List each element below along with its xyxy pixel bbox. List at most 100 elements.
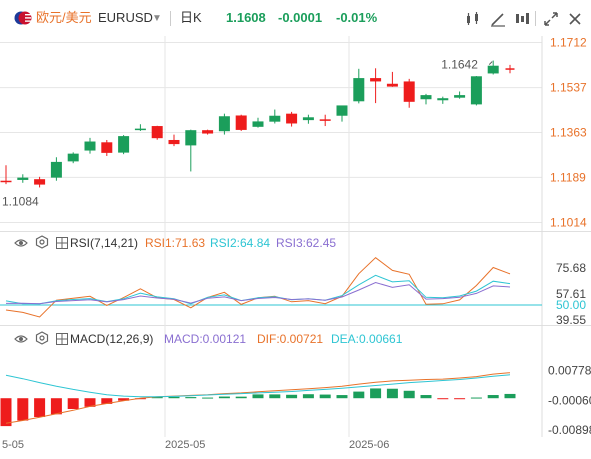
macd-histogram-bar — [286, 394, 298, 399]
candle — [0, 180, 12, 183]
candle — [505, 68, 515, 70]
dropdown-icon[interactable]: ▼ — [152, 13, 162, 24]
candle — [269, 115, 281, 122]
macd-histogram-bar — [386, 388, 398, 399]
x-axis-label: 5-05 — [2, 439, 25, 451]
rsi-title: RSI(7,14,21) — [70, 236, 139, 250]
high-price-pointer — [488, 61, 493, 65]
candle — [437, 98, 449, 101]
candle — [319, 119, 331, 121]
candle — [84, 141, 96, 151]
macd-histogram-bar — [67, 398, 79, 410]
candle — [420, 95, 432, 100]
symbol-code[interactable]: EURUSD — [98, 10, 153, 25]
macd-histogram-bar — [218, 396, 230, 399]
rsi1-value: RSI1:71.63 — [145, 236, 206, 250]
candle — [353, 78, 365, 102]
price-change: -0.0001 — [278, 10, 323, 25]
candle — [370, 78, 382, 82]
timeframe-selector[interactable]: 日K — [180, 10, 202, 25]
rsi-eye-icon[interactable] — [14, 236, 28, 248]
macd-histogram-bar — [370, 388, 382, 399]
last-price: 1.1608 — [226, 10, 266, 25]
macd-eye-icon[interactable] — [14, 332, 28, 344]
candle — [487, 65, 499, 74]
candle — [67, 153, 79, 162]
symbol-name[interactable]: 欧元/美元 — [36, 10, 92, 25]
candle — [34, 179, 46, 185]
macd-histogram-bar — [151, 397, 163, 399]
x-axis-label: 2025-06 — [349, 439, 390, 451]
rsi3-value: RSI3:62.45 — [276, 236, 337, 250]
rsi-tick-label: 50.00 — [556, 298, 586, 312]
candle — [17, 177, 29, 180]
macd-histogram-bar — [235, 396, 247, 399]
macd-tick-label: -0.00898 — [548, 423, 591, 437]
expand-icon[interactable] — [542, 10, 560, 28]
draw-tool-icon[interactable] — [489, 10, 507, 28]
macd-histogram-bar — [420, 395, 432, 399]
flag-icon — [14, 11, 32, 25]
price-tick-label: 1.1189 — [550, 170, 586, 184]
rsi-settings-icon[interactable] — [35, 235, 49, 249]
price-change-pct: -0.01% — [336, 10, 378, 25]
rsi-tick-label: 39.55 — [556, 313, 586, 325]
low-price-label: 1.1084 — [2, 194, 39, 208]
candle-type-icon[interactable] — [464, 10, 482, 28]
macd-histogram-bar — [202, 397, 214, 399]
macd-histogram-bar — [470, 397, 482, 399]
candle — [134, 128, 146, 131]
price-tick-label: 1.1363 — [550, 126, 587, 140]
header-divider — [170, 11, 171, 26]
macd-histogram-bar — [17, 398, 29, 421]
macd-histogram-bar — [50, 398, 62, 415]
candle — [151, 126, 163, 139]
macd-histogram-bar — [34, 398, 46, 418]
macd-tick-label: 0.00778 — [548, 364, 591, 378]
macd-histogram-bar — [252, 394, 264, 399]
macd-indicator-chart[interactable]: 0.00778 -0.00060 -0.00898 — [0, 325, 591, 437]
candle — [252, 121, 264, 127]
x-axis-label: 2025-05 — [165, 439, 206, 451]
candle — [101, 142, 113, 153]
candle — [218, 116, 230, 132]
macd-histogram-bar — [185, 397, 197, 399]
macd-histogram-bar — [84, 398, 96, 407]
candle — [286, 113, 298, 124]
price-candlestick-chart[interactable]: 1.1712 1.1537 1.1363 1.1189 1.1014 1.1642 1.10… — [0, 36, 591, 231]
price-tick-label: 1.1014 — [550, 216, 587, 230]
macd-histogram-bar — [336, 395, 348, 399]
macd-histogram-bar — [319, 394, 331, 399]
close-icon[interactable] — [566, 10, 584, 28]
candle — [302, 117, 314, 121]
macd-series-line-dif — [5, 372, 511, 424]
macd-histogram-bar — [353, 391, 365, 399]
header-divider-2 — [535, 11, 536, 26]
macd-histogram-bar — [0, 398, 12, 427]
indicator-settings-icon[interactable] — [513, 10, 531, 28]
macd-histogram-bar — [168, 396, 180, 399]
macd-value: MACD:0.00121 — [164, 332, 247, 346]
chart-header: 欧元/美元 EURUSD ▼ 日K 1.1608 -0.0001 -0.01% — [0, 0, 591, 36]
macd-histogram-bar — [269, 394, 281, 399]
macd-settings-icon[interactable] — [35, 331, 49, 345]
price-tick-label: 1.1712 — [550, 36, 587, 50]
macd-histogram-bar — [403, 390, 415, 399]
macd-histogram-bar — [118, 398, 130, 401]
macd-title: MACD(12,26,9) — [70, 332, 154, 346]
macd-series-line-dea — [5, 374, 511, 398]
macd-histogram-bar — [487, 395, 499, 399]
price-tick-label: 1.1537 — [550, 81, 587, 95]
macd-grid-icon[interactable] — [56, 332, 68, 345]
candle — [403, 81, 415, 102]
candle — [50, 161, 62, 178]
candle — [118, 136, 130, 153]
dif-value: DIF:0.00721 — [257, 332, 324, 346]
candle — [470, 76, 482, 105]
candle — [454, 95, 466, 98]
rsi-grid-icon[interactable] — [56, 236, 68, 249]
candle — [235, 115, 247, 130]
macd-histogram-bar — [101, 398, 113, 404]
macd-histogram-bar — [437, 398, 449, 400]
